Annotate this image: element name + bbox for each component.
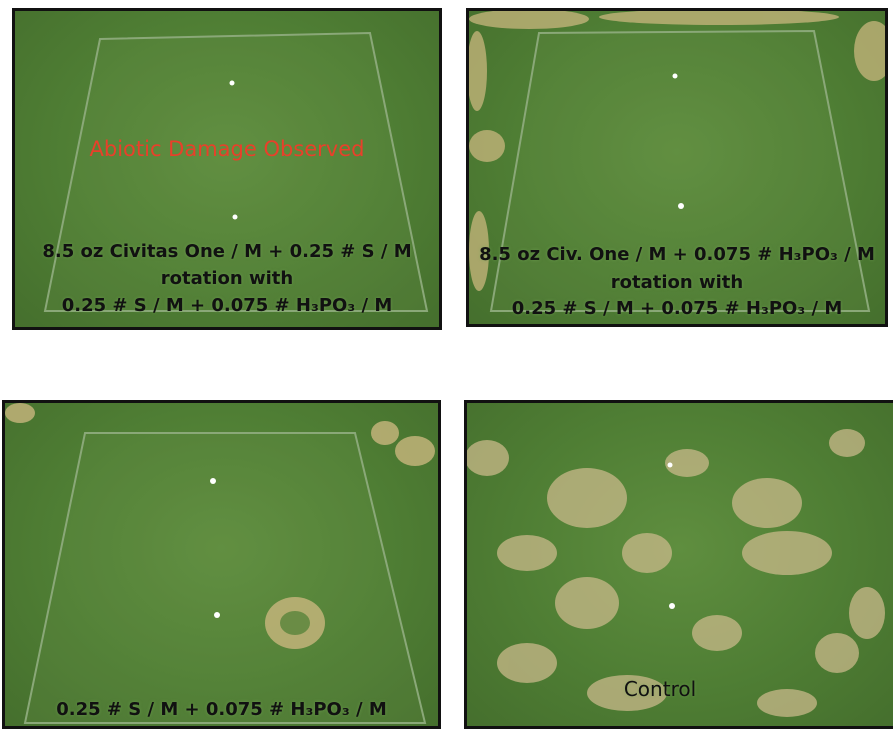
photo: 8.5 oz Civ. One / M + 0.075 # H₃PO₃ / M … <box>466 8 888 327</box>
caption: 0.25 # S / M + 0.075 # H₃PO₃ / M <box>469 298 885 319</box>
caption: rotation with <box>15 268 439 289</box>
caption: 0.25 # S / M + 0.075 # H₃PO₃ / M <box>5 699 438 720</box>
caption: 8.5 oz Civ. One / M + 0.075 # H₃PO₃ / M <box>469 244 885 265</box>
figure: Abiotic Damage Observed 8.5 oz Civitas O… <box>0 0 893 729</box>
caption: 0.25 # S / M + 0.075 # H₃PO₃ / M <box>15 295 439 316</box>
photo: Abiotic Damage Observed 8.5 oz Civitas O… <box>12 8 442 330</box>
caption: rotation with <box>469 272 885 293</box>
overlay-label: Abiotic Damage Observed <box>15 137 439 161</box>
caption: 8.5 oz Civitas One / M + 0.25 # S / M <box>15 241 439 262</box>
photo: 0.25 # S / M + 0.075 # H₃PO₃ / M <box>2 400 441 729</box>
photo: Control <box>464 400 893 729</box>
plot-outline <box>5 403 441 729</box>
caption: Control <box>464 677 893 701</box>
